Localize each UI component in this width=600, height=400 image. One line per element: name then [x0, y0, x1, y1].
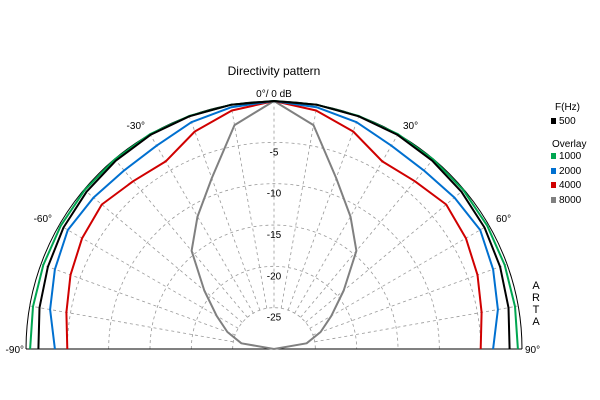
grid-ring	[66, 142, 482, 350]
grid-spoke	[312, 263, 508, 336]
grid-spoke	[314, 305, 519, 343]
legend-label-8000: 8000	[559, 195, 582, 206]
grid-spoke	[300, 158, 434, 318]
watermark-letter: R	[532, 292, 540, 304]
watermark-letter: A	[532, 316, 540, 328]
grid-spoke	[59, 224, 239, 329]
grid-spoke	[188, 115, 261, 311]
watermark-letter: A	[532, 280, 540, 292]
grid-spoke	[29, 305, 234, 343]
grid-spoke	[40, 263, 236, 336]
db-tick-label: -15	[267, 230, 282, 241]
grid-ring	[190, 266, 358, 350]
grid-spoke	[149, 134, 254, 314]
legend-swatch-500	[551, 118, 556, 124]
angle-label: -30°	[127, 121, 145, 132]
grid-ring	[108, 183, 440, 350]
grid-spoke	[287, 115, 360, 311]
angle-label: 90°	[525, 345, 540, 356]
grid-spoke	[114, 158, 248, 318]
legend-label-2000: 2000	[559, 166, 582, 177]
legend-swatch-4000	[551, 182, 556, 188]
grid-spoke	[83, 189, 243, 323]
chart-title: Directivity pattern	[228, 64, 321, 78]
grid-spoke	[280, 104, 318, 309]
angle-label: -60°	[34, 214, 52, 225]
series-line-500	[37, 100, 511, 350]
angle-label: 30°	[403, 121, 418, 132]
db-tick-label: 0°/ 0 dB	[256, 89, 292, 100]
angle-label: -90°	[6, 345, 24, 356]
db-tick-label: -25	[267, 313, 282, 324]
legend: F(Hz) 500 1000 2000 4000 8000 Overlay	[551, 102, 586, 206]
axis-labels: 0°/ 0 dB -5 -10 -15 -20 -25 -90° -60° -30° 30° 60°…	[6, 89, 541, 356]
db-tick-label: -10	[267, 189, 282, 200]
angle-label: 60°	[496, 214, 511, 225]
legend-swatch-1000	[551, 153, 556, 159]
legend-label-4000: 4000	[559, 180, 582, 191]
grid-ring	[149, 224, 399, 350]
legend-label-1000: 1000	[559, 151, 582, 162]
legend-swatch-8000	[551, 197, 556, 203]
grid-spoke	[230, 104, 268, 309]
db-tick-label: -20	[267, 271, 282, 282]
db-tick-label: -5	[270, 147, 279, 158]
grid-spoke	[305, 189, 465, 323]
grid-spoke	[309, 224, 489, 329]
watermark-letter: T	[533, 304, 540, 316]
grid-spoke	[294, 134, 399, 314]
legend-label-500: 500	[559, 116, 576, 127]
legend-header: F(Hz)	[555, 102, 580, 113]
legend-swatch-2000	[551, 168, 556, 174]
legend-overlay-label: Overlay	[552, 139, 586, 150]
series-curves	[29, 100, 519, 350]
grid-ring	[232, 307, 316, 350]
